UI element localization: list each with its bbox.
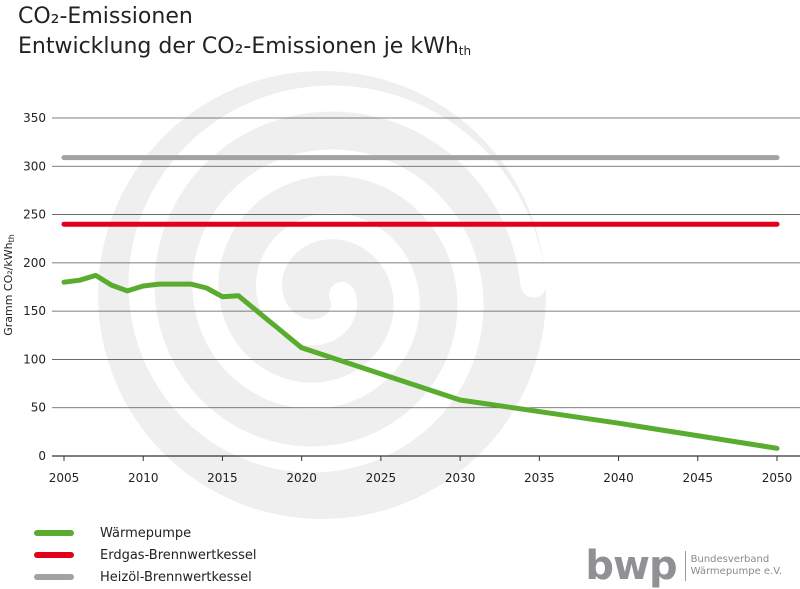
y-axis-label-main: Gramm CO₂/kWh (2, 242, 15, 335)
logo-text: Bundesverband Wärmepumpe e.V. (691, 554, 782, 578)
x-tick-label: 2010 (128, 471, 159, 485)
chart-subtitle-main: Entwicklung der CO₂-Emissionen je kWh (18, 34, 459, 59)
y-tick-label: 300 (23, 159, 46, 173)
x-tick-label: 2030 (445, 471, 476, 485)
legend-label: Wärmepumpe (100, 525, 192, 541)
chart-title: CO₂-Emissionen (18, 4, 193, 29)
x-tick-label: 2015 (207, 471, 238, 485)
chart-subtitle: Entwicklung der CO₂-Emissionen je kWhth (18, 34, 471, 62)
legend-item-heizoel: Heizöl-Brennwertkessel (34, 566, 257, 588)
legend-item-erdgas: Erdgas-Brennwertkessel (34, 544, 257, 566)
logo-line-1: Bundesverband (690, 554, 770, 565)
x-tick-label: 2045 (683, 471, 714, 485)
y-tick-label: 350 (23, 111, 46, 125)
grid-lines (52, 117, 800, 457)
legend-item-waermepumpe: Wärmepumpe (34, 522, 257, 544)
logo-mark: bwp (585, 543, 677, 589)
x-tick-label: 2005 (49, 471, 80, 485)
legend-swatch (34, 574, 74, 580)
legend-swatch (34, 530, 74, 536)
y-tick-labels: 0 50 100 150 200 250 300 350 (23, 111, 46, 463)
x-tick-label: 2020 (286, 471, 317, 485)
bwp-logo: bwp Bundesverband Wärmepumpe e.V. (585, 546, 782, 586)
legend: Wärmepumpe Erdgas-Brennwertkessel Heizöl… (34, 522, 257, 588)
y-axis-label: Gramm CO₂/kWhth (2, 234, 16, 336)
legend-label: Erdgas-Brennwertkessel (100, 547, 257, 563)
y-tick-label: 50 (31, 401, 46, 415)
series-lines (61, 155, 780, 451)
y-tick-label: 200 (23, 256, 46, 270)
y-tick-label: 0 (38, 449, 46, 463)
y-tick-label: 100 (23, 352, 46, 366)
y-tick-label: 150 (23, 304, 46, 318)
x-tick-labels: 2005 2010 2015 2020 2025 2030 2035 2040 2045 2050 (49, 456, 793, 485)
series-line-0 (61, 272, 780, 451)
logo-separator (684, 551, 686, 581)
chart-subtitle-sub: th (458, 44, 472, 58)
x-tick-label: 2050 (762, 471, 793, 485)
logo-line-2: Wärmepumpe e.V. (690, 566, 782, 577)
watermark-spiral (128, 85, 547, 473)
x-tick-label: 2040 (603, 471, 634, 485)
y-axis-label-sub: th (7, 234, 16, 242)
x-tick-label: 2035 (524, 471, 555, 485)
x-tick-label: 2025 (366, 471, 397, 485)
legend-label: Heizöl-Brennwertkessel (100, 569, 252, 585)
y-tick-label: 250 (23, 208, 46, 222)
legend-swatch (34, 552, 74, 558)
watermark-swirl (98, 71, 547, 519)
